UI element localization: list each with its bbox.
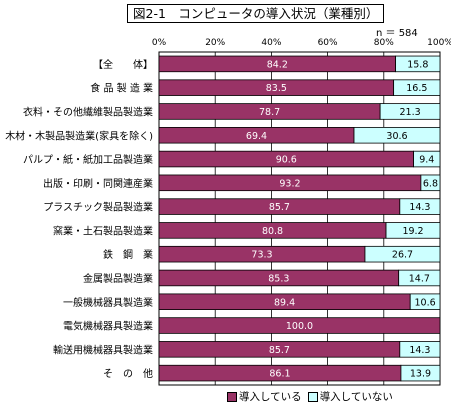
data-label-introduced: 86.1 xyxy=(269,369,290,380)
category-label: 電気機械器具製造業 xyxy=(63,320,153,333)
bar-not-introduced xyxy=(413,150,441,168)
data-label-not-introduced: 10.6 xyxy=(415,297,436,308)
bar-not-introduced xyxy=(364,245,441,263)
data-label-introduced: 85.7 xyxy=(269,345,290,356)
bar-not-introduced xyxy=(385,222,441,239)
category-label: パルプ・紙・紙加工品製造業 xyxy=(23,153,153,166)
chart-legend: 導入している 導入していない xyxy=(227,391,399,403)
chart-title: 図2-1 コンピュータの導入状況（業種別） xyxy=(127,4,385,23)
x-tick-label: 0% xyxy=(152,38,167,48)
data-label-not-introduced: 13.9 xyxy=(410,369,431,380)
legend-swatch-not-introduced xyxy=(307,392,318,402)
bar-not-introduced xyxy=(409,293,441,310)
data-label-introduced: 84.2 xyxy=(267,59,288,70)
data-label-not-introduced: 30.6 xyxy=(386,131,407,142)
bar-not-introduced xyxy=(379,103,441,120)
legend-item-not-introduced: 導入していない xyxy=(307,391,393,403)
data-label-introduced: 80.8 xyxy=(262,226,283,237)
category-label: プラスチック製品製造業 xyxy=(43,201,153,214)
x-tick-label: 20% xyxy=(205,38,225,48)
data-label-not-introduced: 21.3 xyxy=(399,107,420,118)
category-label: 窯業・土石製品製造業 xyxy=(53,224,153,237)
data-label-not-introduced: 14.7 xyxy=(409,273,430,284)
data-label-introduced: 89.4 xyxy=(274,297,295,308)
legend-label-not-introduced: 導入していない xyxy=(319,391,393,403)
data-label-not-introduced: 16.5 xyxy=(406,83,427,94)
data-label-not-introduced: 14.3 xyxy=(409,202,430,213)
bar-not-introduced xyxy=(399,198,441,215)
category-label: 一般機械器具製造業 xyxy=(63,296,153,309)
category-label: 【全 体】 xyxy=(93,58,153,71)
legend-item-introduced: 導入している xyxy=(227,391,302,403)
data-label-introduced: 78.7 xyxy=(259,107,280,118)
legend-swatch-introduced xyxy=(227,392,237,402)
data-label-introduced: 93.2 xyxy=(279,178,300,189)
sample-size-note: n ＝ 584 xyxy=(376,28,418,39)
data-label-introduced: 85.7 xyxy=(269,202,290,213)
data-label-not-introduced: 14.3 xyxy=(409,345,430,356)
category-label: 衣料・その他繊維製品製造業 xyxy=(23,105,153,118)
data-label-introduced: 85.3 xyxy=(268,273,289,284)
category-label: 食 品 製 造 業 xyxy=(90,82,153,95)
x-tick-label: 100% xyxy=(427,38,451,48)
category-label: そ の 他 xyxy=(103,367,153,380)
data-label-introduced: 73.3 xyxy=(251,250,272,261)
data-label-not-introduced: 6.8 xyxy=(423,178,438,189)
bar-not-introduced xyxy=(399,341,441,358)
category-label: 出版・印刷・同関連産業 xyxy=(43,177,153,190)
category-label: 輸送用機械器具製造業 xyxy=(53,343,153,356)
data-label-not-introduced: 19.2 xyxy=(402,226,423,237)
x-tick-label: 80% xyxy=(374,38,394,48)
x-tick-label: 60% xyxy=(318,38,338,48)
category-label: 金属製品製造業 xyxy=(83,272,153,285)
category-label: 鉄 鋼 業 xyxy=(103,248,153,261)
data-label-introduced: 83.5 xyxy=(266,83,287,94)
data-label-introduced: 100.0 xyxy=(286,321,313,332)
data-label-not-introduced: 26.7 xyxy=(392,250,413,261)
bar-introduced xyxy=(158,317,441,334)
bar-not-introduced xyxy=(395,55,441,73)
bar-not-introduced xyxy=(400,364,441,382)
data-label-introduced: 90.6 xyxy=(276,155,297,166)
bar-not-introduced xyxy=(353,127,441,144)
data-label-not-introduced: 15.8 xyxy=(407,59,428,70)
x-tick-label: 40% xyxy=(261,38,281,48)
bar-not-introduced xyxy=(420,174,441,192)
data-label-not-introduced: 9.4 xyxy=(419,155,434,166)
data-label-introduced: 69.4 xyxy=(246,131,267,142)
legend-label-introduced: 導入している xyxy=(239,391,302,403)
bar-not-introduced xyxy=(393,79,441,96)
category-label: 木材・木製品製造業(家具を除く) xyxy=(5,129,153,142)
bar-not-introduced xyxy=(398,269,441,287)
plot-frame xyxy=(158,51,441,386)
